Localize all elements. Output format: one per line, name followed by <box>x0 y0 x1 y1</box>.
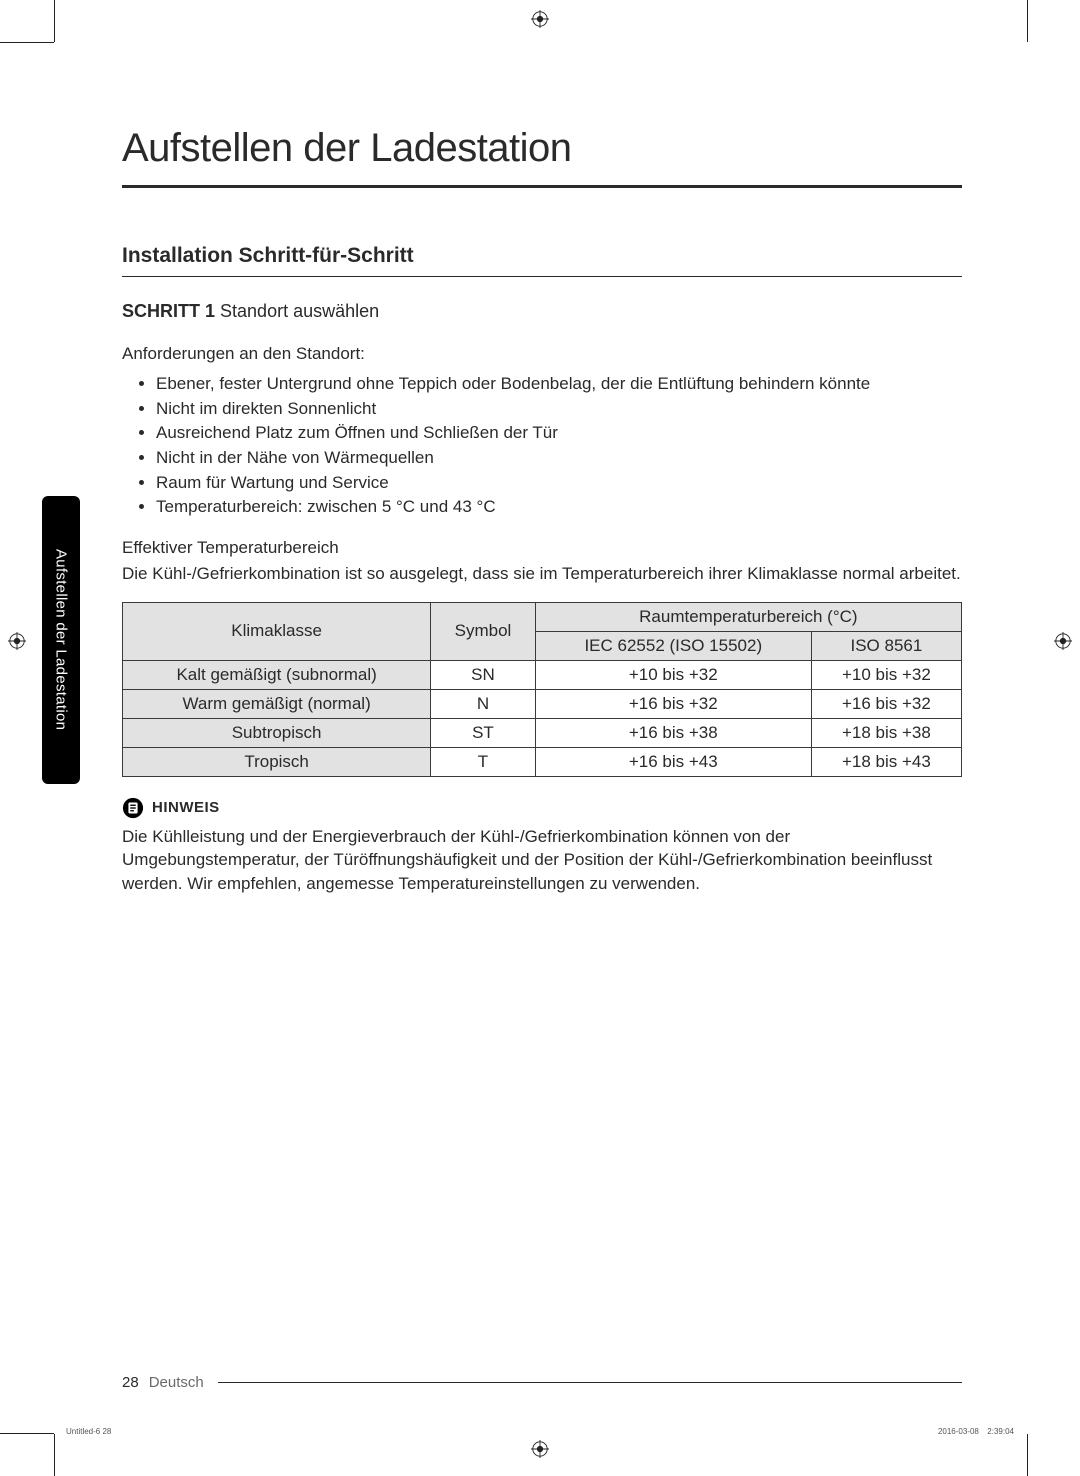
list-item: Ebener, fester Untergrund ohne Teppich o… <box>156 372 962 397</box>
cell-iec: +16 bis +38 <box>535 718 811 747</box>
cell-iso: +10 bis +32 <box>811 660 961 689</box>
crop-mark <box>1027 0 1028 42</box>
note-label: HINWEIS <box>152 799 220 816</box>
crop-mark <box>54 1434 55 1476</box>
page-content: Aufstellen der Ladestation Installation … <box>122 126 962 912</box>
requirements-lead: Anforderungen an den Standort: <box>122 344 962 364</box>
print-filename: Untitled-6 28 <box>66 1427 111 1436</box>
crop-mark <box>54 0 55 42</box>
list-item: Temperaturbereich: zwischen 5 °C und 43 … <box>156 495 962 520</box>
cell-symbol: SN <box>431 660 536 689</box>
crop-mark <box>0 42 54 43</box>
page-footer: 28 Deutsch <box>122 1374 962 1391</box>
page-number: 28 <box>122 1374 139 1391</box>
crop-mark <box>0 1433 54 1434</box>
cell-iso: +16 bis +32 <box>811 689 961 718</box>
cell-class: Kalt gemäßigt (subnormal) <box>123 660 431 689</box>
cell-class: Warm gemäßigt (normal) <box>123 689 431 718</box>
registration-mark-icon <box>1054 632 1072 650</box>
cell-class: Subtropisch <box>123 718 431 747</box>
page-title: Aufstellen der Ladestation <box>122 126 962 188</box>
note-header: HINWEIS <box>122 797 962 819</box>
list-item: Ausreichend Platz zum Öffnen und Schließ… <box>156 421 962 446</box>
section-heading: Installation Schritt-für-Schritt <box>122 244 962 277</box>
print-timestamp: 2016-03-08 2:39:04 <box>938 1427 1014 1436</box>
table-row: Warm gemäßigt (normal) N +16 bis +32 +16… <box>123 689 962 718</box>
th-iec: IEC 62552 (ISO 15502) <box>535 631 811 660</box>
climate-table: Klimaklasse Symbol Raumtemperaturbereich… <box>122 602 962 777</box>
th-climate-class: Klimaklasse <box>123 602 431 660</box>
th-room-range: Raumtemperaturbereich (°C) <box>535 602 961 631</box>
list-item: Raum für Wartung und Service <box>156 471 962 496</box>
cell-iso: +18 bis +38 <box>811 718 961 747</box>
requirements-list: Ebener, fester Untergrund ohne Teppich o… <box>122 372 962 520</box>
cell-class: Tropisch <box>123 747 431 776</box>
th-symbol: Symbol <box>431 602 536 660</box>
registration-mark-icon <box>8 632 26 650</box>
step-heading: SCHRITT 1 Standort auswählen <box>122 301 962 322</box>
step-prefix: SCHRITT 1 <box>122 301 215 321</box>
cell-iec: +10 bis +32 <box>535 660 811 689</box>
registration-mark-icon <box>531 1440 549 1458</box>
cell-symbol: T <box>431 747 536 776</box>
th-iso: ISO 8561 <box>811 631 961 660</box>
table-row: Subtropisch ST +16 bis +38 +18 bis +38 <box>123 718 962 747</box>
page-language: Deutsch <box>149 1374 204 1391</box>
temp-range-heading: Effektiver Temperaturbereich <box>122 538 962 558</box>
footer-rule <box>218 1382 962 1383</box>
side-tab: Aufstellen der Ladestation <box>42 496 80 784</box>
table-row: Kalt gemäßigt (subnormal) SN +10 bis +32… <box>123 660 962 689</box>
temp-range-para: Die Kühl-/Gefrierkombination ist so ausg… <box>122 562 962 586</box>
cell-iec: +16 bis +32 <box>535 689 811 718</box>
note-icon <box>122 797 144 819</box>
cell-iso: +18 bis +43 <box>811 747 961 776</box>
list-item: Nicht im direkten Sonnenlicht <box>156 397 962 422</box>
cell-symbol: N <box>431 689 536 718</box>
note-text: Die Kühlleistung und der Energieverbrauc… <box>122 825 962 896</box>
cell-symbol: ST <box>431 718 536 747</box>
registration-mark-icon <box>531 10 549 28</box>
cell-iec: +16 bis +43 <box>535 747 811 776</box>
table-row: Tropisch T +16 bis +43 +18 bis +43 <box>123 747 962 776</box>
list-item: Nicht in der Nähe von Wärmequellen <box>156 446 962 471</box>
step-title: Standort auswählen <box>220 301 379 321</box>
crop-mark <box>1027 1434 1028 1476</box>
